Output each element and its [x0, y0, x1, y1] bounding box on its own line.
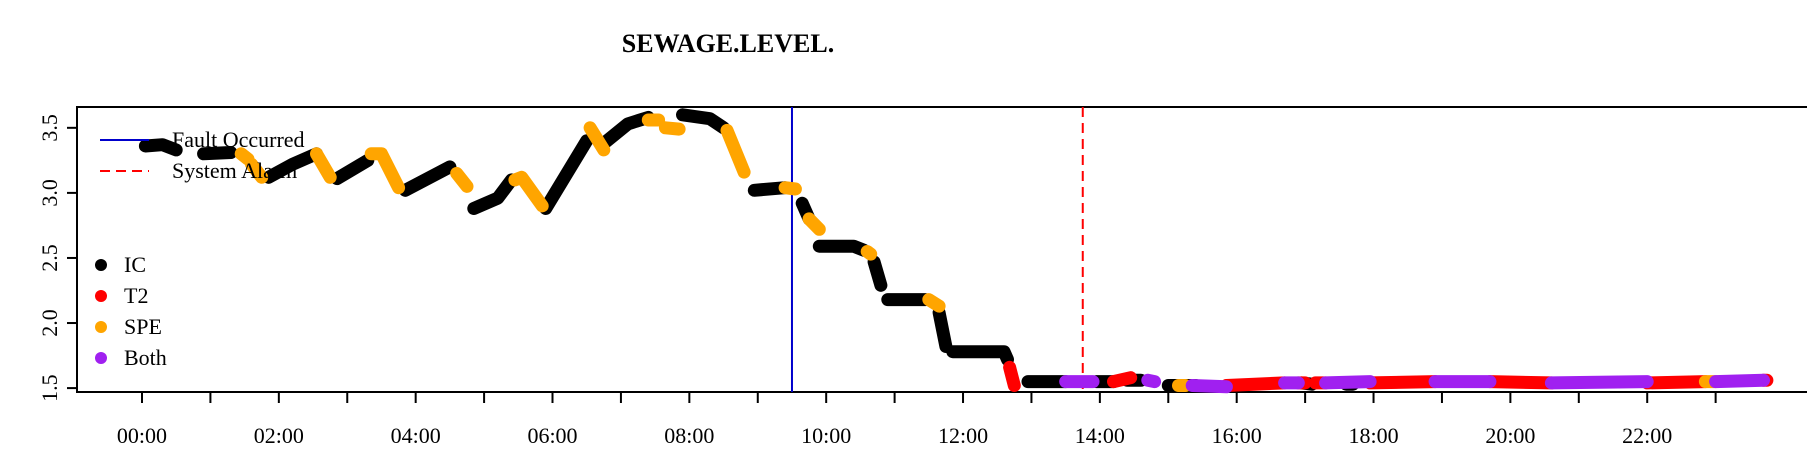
data-point-track [1219, 376, 1292, 392]
data-point-track [676, 108, 731, 135]
legend-point-label: IC [124, 252, 146, 277]
data-point-track [778, 181, 802, 196]
x-tick-label: 20:00 [1485, 423, 1535, 448]
data-point-track [932, 306, 953, 353]
data-point-track [1363, 375, 1442, 390]
x-tick-label: 00:00 [117, 423, 167, 448]
data-point-track [867, 255, 888, 292]
y-tick-label: 2.0 [37, 309, 62, 337]
chart-title: SEWAGE.LEVEL. [622, 29, 834, 58]
data-point-track [658, 121, 686, 136]
x-tick-label: 18:00 [1348, 423, 1398, 448]
x-tick-label: 16:00 [1212, 423, 1262, 448]
y-tick-label: 3.0 [37, 179, 62, 207]
plot-frame [76, 106, 1807, 393]
x-tick-label: 10:00 [801, 423, 851, 448]
data-point-track [330, 153, 375, 186]
x-tick-label: 14:00 [1075, 423, 1125, 448]
data-point-track [539, 134, 594, 215]
data-point-track [1141, 373, 1162, 389]
point-legend: IC T2 SPE Both [95, 252, 167, 370]
x-tick-label: 06:00 [527, 423, 577, 448]
legend-point-label: T2 [124, 283, 148, 308]
data-point-track [1544, 375, 1654, 390]
data-point-track [234, 147, 255, 166]
series-both [1059, 373, 1770, 394]
data-point-track [812, 239, 871, 257]
legend-point-swatch [95, 290, 107, 302]
legend-point-swatch [95, 321, 107, 333]
data-point-track [946, 345, 1014, 366]
data-point-track [245, 157, 269, 184]
data-point-track [1483, 375, 1558, 390]
data-point-track [1709, 373, 1770, 389]
data-point-track [197, 146, 238, 161]
data-point-track [310, 147, 337, 184]
data-point-track [364, 147, 406, 195]
line-legend: Fault Occurred System Alarm [100, 127, 305, 183]
legend-line-label: Fault Occurred [172, 127, 305, 152]
data-point-track [720, 123, 751, 179]
x-tick-label: 22:00 [1622, 423, 1672, 448]
x-axis: 00:00 02:00 04:00 06:00 08:00 10:00 12:00 14:00… [117, 392, 1717, 448]
data-point-track [398, 160, 457, 197]
data-point-track [1003, 360, 1021, 392]
data-point-track [138, 138, 183, 157]
y-tick-label: 1.5 [37, 374, 62, 402]
legend-point-label: Both [124, 345, 167, 370]
y-tick-label: 3.5 [37, 114, 62, 142]
data-point-track [262, 147, 323, 184]
data-point-track [583, 121, 611, 157]
legend-line-label: System Alarm [172, 158, 297, 183]
data-point-track [802, 212, 826, 236]
legend-point-label: SPE [124, 314, 162, 339]
data-point-track [467, 173, 518, 215]
y-axis: 1.5 2.0 2.5 3.0 3.5 [37, 114, 77, 402]
x-tick-label: 08:00 [664, 423, 714, 448]
x-tick-label: 04:00 [391, 423, 441, 448]
data-point-track [597, 110, 655, 150]
data-point-track [922, 293, 946, 313]
data-point-track [1185, 379, 1233, 394]
data-point-track [1319, 375, 1377, 390]
data-point-track [1107, 371, 1138, 389]
series-ic [138, 108, 1360, 392]
legend-point-swatch [95, 259, 107, 271]
x-tick-label: 12:00 [938, 423, 988, 448]
data-point-track [508, 170, 549, 213]
data-point-track [1640, 375, 1712, 390]
event-lines [790, 107, 1084, 392]
y-tick-label: 2.5 [37, 244, 62, 272]
data-point-track [860, 245, 878, 261]
series-group [138, 108, 1774, 394]
legend-point-swatch [95, 352, 107, 364]
data-point-track [450, 166, 474, 193]
x-tick-label: 02:00 [254, 423, 304, 448]
series-spe [234, 113, 1723, 392]
